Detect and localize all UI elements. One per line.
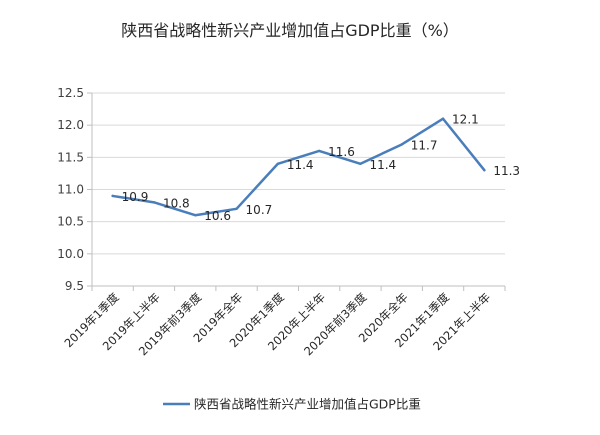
data-label: 11.6 (328, 145, 355, 159)
data-label: 10.8 (163, 196, 190, 210)
gridlines (92, 92, 505, 255)
series-line (111, 117, 486, 217)
data-point (276, 162, 280, 165)
data-point (317, 149, 321, 153)
axes (87, 92, 506, 291)
y-tick-label: 9.5 (65, 279, 84, 293)
data-label: 10.9 (122, 190, 149, 204)
data-label: 11.4 (287, 158, 314, 172)
y-tick-label: 10.0 (57, 247, 84, 261)
legend: 陕西省战略性新兴产业增加值占GDP比重 (163, 397, 421, 412)
data-point (194, 214, 197, 217)
data-point (359, 162, 362, 165)
data-point (400, 143, 403, 146)
data-label: 12.1 (452, 113, 479, 127)
data-point (111, 194, 114, 198)
data-point (441, 117, 445, 120)
series (111, 117, 486, 217)
x-axis-tick-labels: 2019年1季度2019年上半年2019年前3季度2019年全年2020年1季度… (61, 290, 493, 359)
y-tick-label: 11.5 (57, 150, 84, 164)
data-point (235, 207, 238, 210)
data-point (152, 201, 156, 204)
data-label: 11.3 (493, 164, 520, 178)
y-tick-label: 12.0 (57, 118, 84, 132)
y-tick-label: 11.0 (57, 183, 84, 197)
data-point (483, 169, 486, 172)
data-labels: 10.9 10.8 10.6 10.7 11.4 11.6 11.4 11.7 12.1 11.3 (122, 113, 520, 224)
legend-label: 陕西省战略性新兴产业增加值占GDP比重 (194, 397, 421, 412)
y-axis-tick-labels: 9.5 10.0 10.5 11.0 11.5 12.0 12.5 (57, 86, 84, 293)
y-tick-label: 10.5 (57, 215, 84, 229)
y-tick-label: 12.5 (57, 86, 84, 100)
chart-title: 陕西省战略性新兴产业增加值占GDP比重（%） (121, 21, 459, 40)
data-label: 10.7 (246, 203, 273, 217)
data-label: 11.7 (411, 138, 438, 152)
data-label: 10.6 (204, 209, 231, 223)
data-label: 11.4 (369, 158, 396, 172)
